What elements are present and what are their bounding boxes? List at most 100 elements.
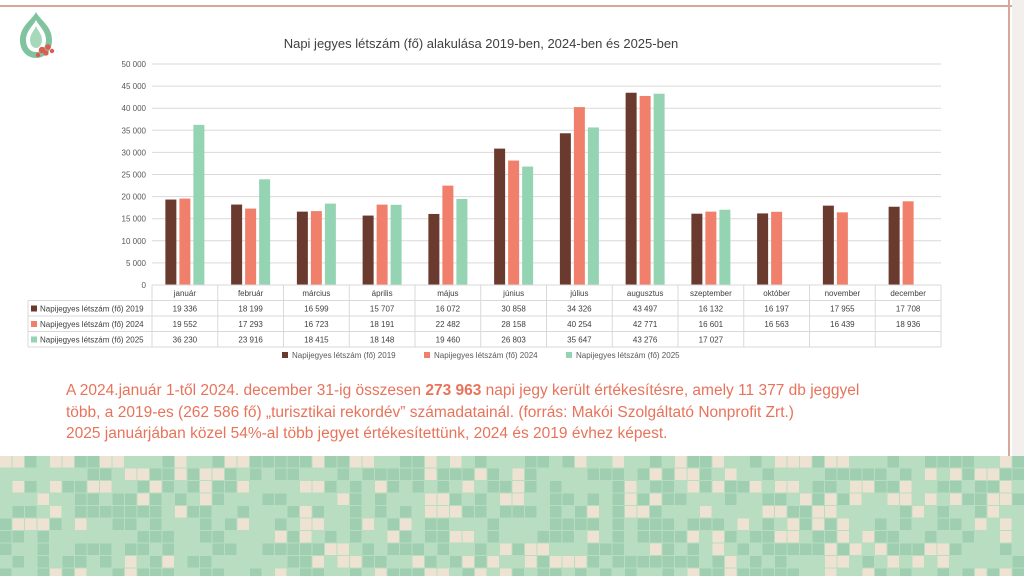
mosaic-tile <box>875 456 887 468</box>
mosaic-tile <box>775 493 787 505</box>
mosaic-tile <box>0 556 12 568</box>
mosaic-tile <box>350 506 362 518</box>
mosaic-tile <box>400 481 412 493</box>
mosaic-tile <box>1012 468 1024 480</box>
mosaic-tile <box>425 468 437 480</box>
mosaic-tile <box>500 493 512 505</box>
mosaic-tile <box>87 456 99 468</box>
frame-line-right <box>1008 0 1010 458</box>
mosaic-tile <box>312 468 324 480</box>
mosaic-tile <box>200 506 212 518</box>
mosaic-tile <box>525 456 537 468</box>
mosaic-tile <box>787 568 799 576</box>
mosaic-tile <box>325 481 337 493</box>
mosaic-tile <box>775 456 787 468</box>
mosaic-tile <box>1000 493 1012 505</box>
mosaic-tile <box>800 518 812 530</box>
mosaic-tile <box>787 518 799 530</box>
mosaic-tile <box>75 543 87 555</box>
mosaic-tile <box>737 481 749 493</box>
mosaic-tile <box>375 568 387 576</box>
mosaic-tile <box>112 518 124 530</box>
data-label: 16 723 <box>304 320 329 329</box>
mosaic-tile <box>675 531 687 543</box>
mosaic-tile <box>887 481 899 493</box>
mosaic-tile <box>137 481 149 493</box>
data-label: 17 027 <box>699 336 724 345</box>
mosaic-tile <box>837 531 849 543</box>
x-tick-label: december <box>890 289 926 298</box>
mosaic-tile <box>337 506 349 518</box>
mosaic-tile <box>700 518 712 530</box>
mosaic-tile <box>462 531 474 543</box>
mosaic-tile <box>475 543 487 555</box>
mosaic-tile <box>987 506 999 518</box>
mosaic-tile <box>300 456 312 468</box>
x-tick-label: január <box>173 289 197 298</box>
mosaic-tile <box>225 493 237 505</box>
mosaic-tile <box>1000 543 1012 555</box>
mosaic-tile <box>37 568 49 576</box>
mosaic-tile <box>675 506 687 518</box>
mosaic-tile <box>262 543 274 555</box>
mosaic-tile <box>612 481 624 493</box>
mosaic-tile <box>150 556 162 568</box>
mosaic-tile <box>575 556 587 568</box>
mosaic-tile <box>587 506 599 518</box>
mosaic-tile <box>725 456 737 468</box>
mosaic-tile <box>862 531 874 543</box>
mosaic-tile <box>450 518 462 530</box>
mosaic-tile <box>500 518 512 530</box>
mosaic-tile <box>325 493 337 505</box>
mosaic-tile <box>775 543 787 555</box>
mosaic-tile <box>837 556 849 568</box>
mosaic-tile <box>850 456 862 468</box>
mosaic-tile <box>925 543 937 555</box>
mosaic-tile <box>687 456 699 468</box>
legend-label-1: Napijegyes létszám (fő) 2019 <box>292 351 396 360</box>
mosaic-tile <box>475 531 487 543</box>
mosaic-tile <box>500 531 512 543</box>
mosaic-tile <box>337 543 349 555</box>
mosaic-tile <box>575 568 587 576</box>
mosaic-tile <box>187 481 199 493</box>
mosaic-tile <box>375 493 387 505</box>
mosaic-tile <box>425 556 437 568</box>
mosaic-tile <box>787 468 799 480</box>
mosaic-tile <box>612 518 624 530</box>
mosaic-tile <box>687 506 699 518</box>
mosaic-tile <box>287 468 299 480</box>
mosaic-tile <box>1012 556 1024 568</box>
mosaic-tile <box>362 506 374 518</box>
mosaic-tile <box>525 543 537 555</box>
mosaic-tile <box>537 518 549 530</box>
mosaic-tile <box>612 556 624 568</box>
mosaic-tile <box>300 556 312 568</box>
mosaic-tile <box>250 531 262 543</box>
mosaic-tile <box>287 568 299 576</box>
mosaic-tile <box>250 568 262 576</box>
mosaic-tile <box>37 543 49 555</box>
mosaic-tile <box>962 568 974 576</box>
mosaic-tile <box>100 493 112 505</box>
mosaic-tile <box>500 543 512 555</box>
mosaic-tile <box>450 543 462 555</box>
mosaic-tile <box>750 506 762 518</box>
frame-line-top <box>0 5 1024 7</box>
mosaic-tile <box>850 556 862 568</box>
mosaic-tile <box>0 481 12 493</box>
mosaic-tile <box>700 456 712 468</box>
mosaic-tile <box>762 556 774 568</box>
mosaic-tile <box>887 506 899 518</box>
bar-2-október <box>771 211 783 285</box>
mosaic-tile <box>462 506 474 518</box>
mosaic-tile <box>662 543 674 555</box>
mosaic-tile <box>787 531 799 543</box>
mosaic-tile <box>362 518 374 530</box>
mosaic-tile <box>775 468 787 480</box>
mosaic-tile <box>850 506 862 518</box>
mosaic-tile <box>262 568 274 576</box>
mosaic-tile <box>937 493 949 505</box>
mosaic-tile <box>12 481 24 493</box>
